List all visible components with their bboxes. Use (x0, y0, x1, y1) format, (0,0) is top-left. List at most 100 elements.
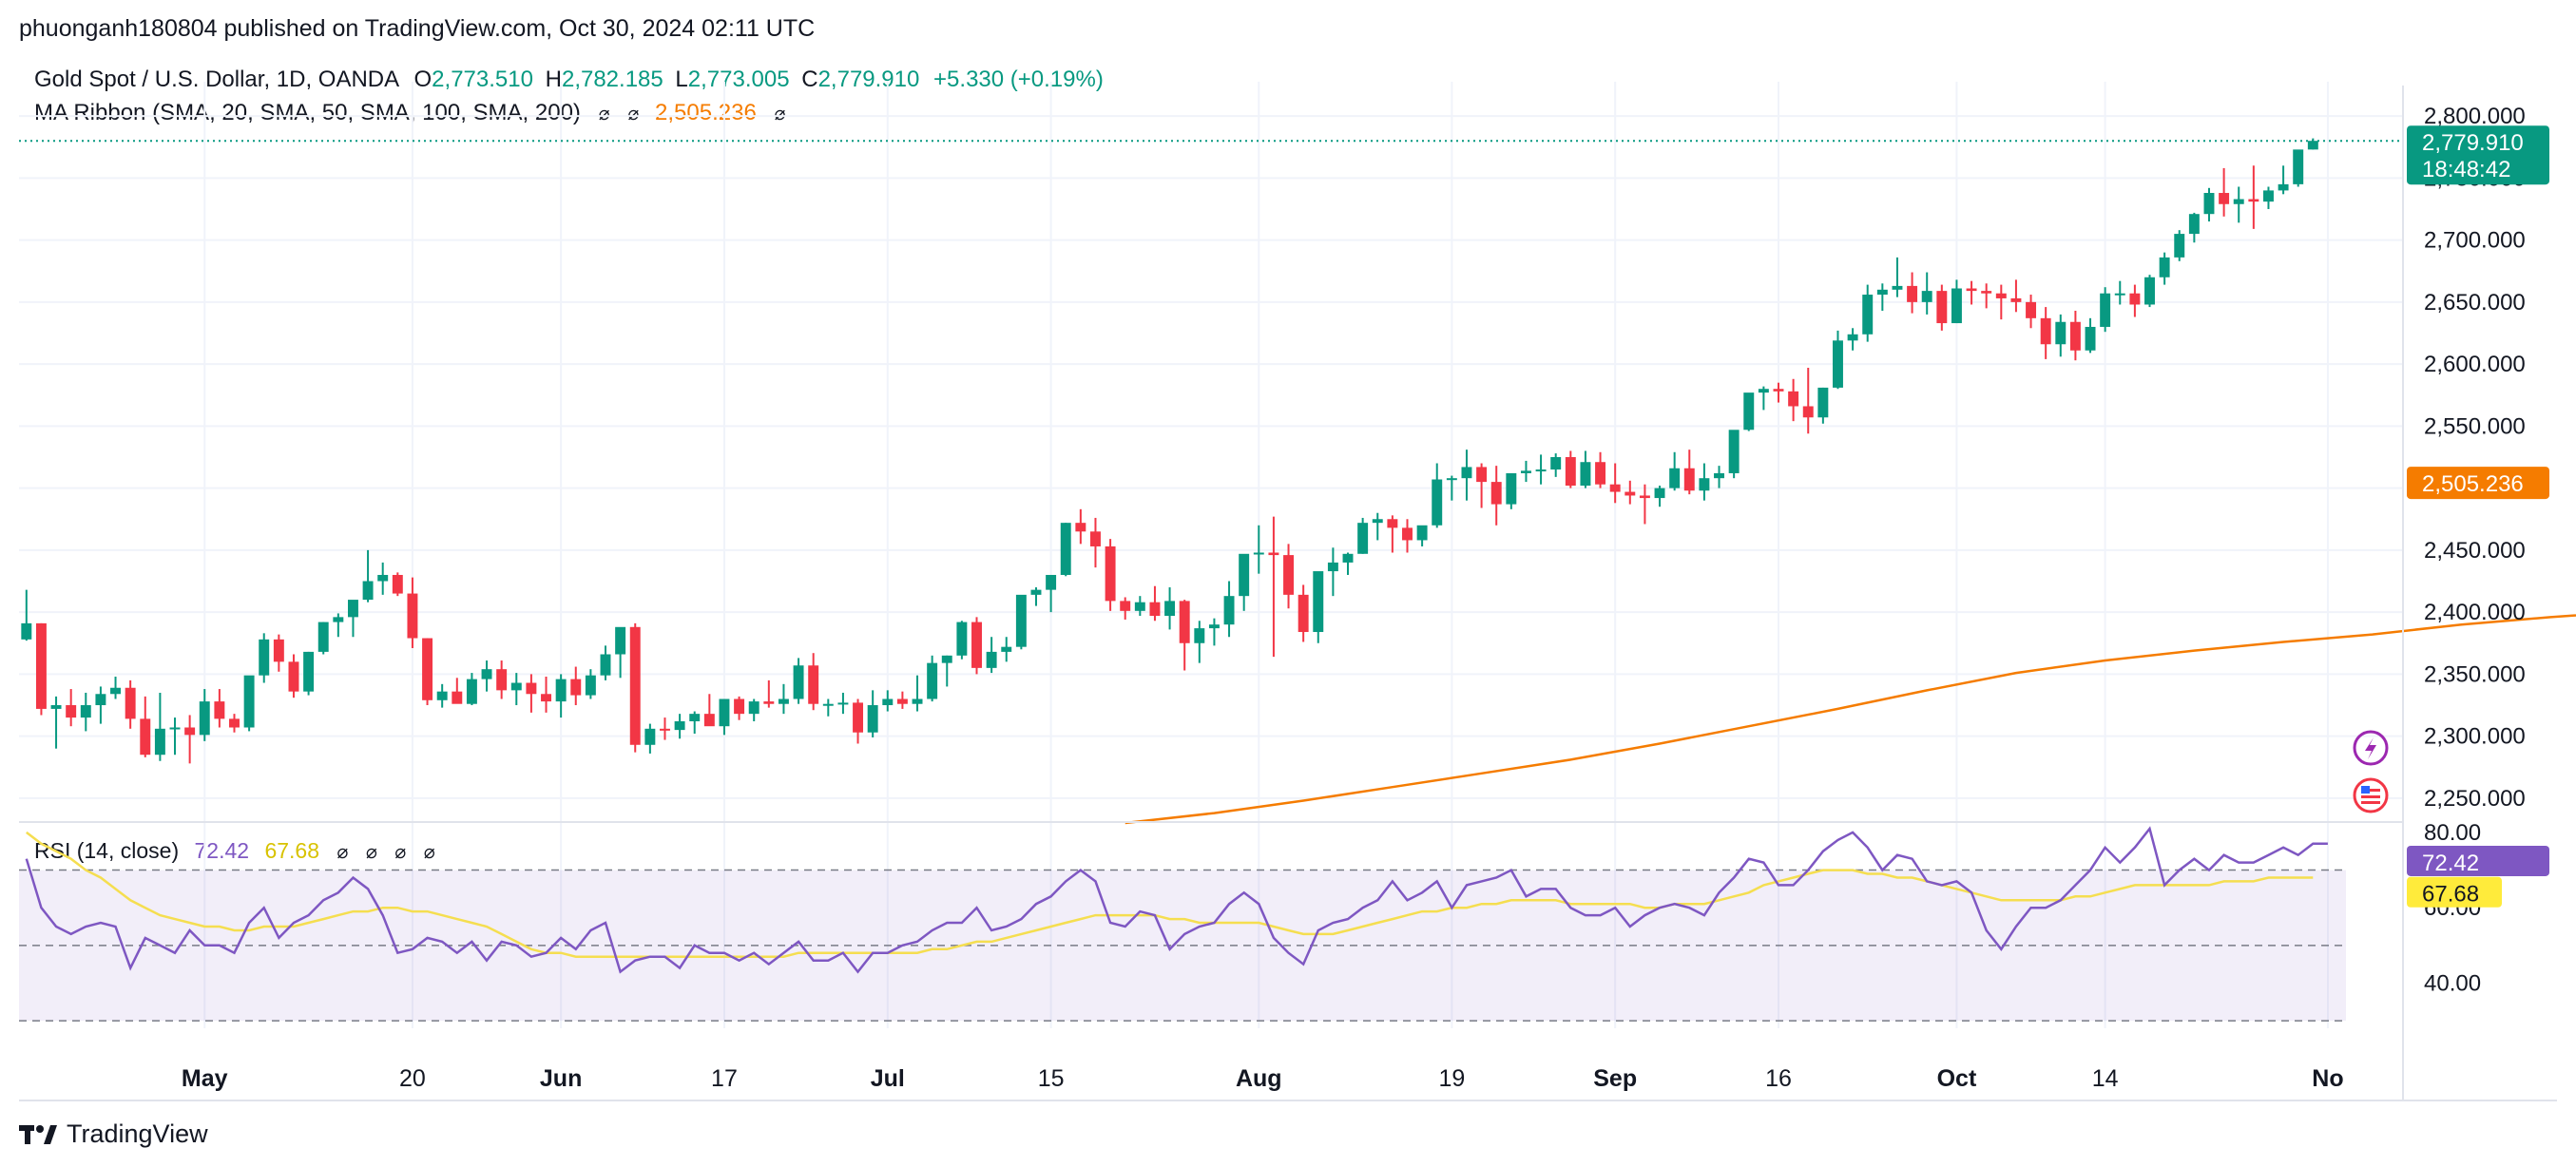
candle[interactable] (452, 678, 463, 704)
candle[interactable] (941, 655, 952, 687)
candle[interactable] (674, 714, 685, 739)
candle[interactable] (184, 715, 196, 764)
candle[interactable] (703, 694, 715, 727)
candle[interactable] (719, 698, 730, 736)
candle[interactable] (2129, 284, 2141, 317)
candle[interactable] (1432, 463, 1443, 528)
candle[interactable] (956, 621, 968, 660)
candle[interactable] (1208, 618, 1220, 646)
candle[interactable] (1995, 284, 2007, 320)
candle[interactable] (333, 613, 344, 638)
candle[interactable] (481, 660, 492, 692)
candle[interactable] (2114, 280, 2125, 305)
candle[interactable] (1134, 596, 1145, 617)
candle[interactable] (837, 692, 849, 715)
candle[interactable] (1283, 544, 1294, 609)
candle[interactable] (288, 654, 299, 698)
candle[interactable] (169, 717, 181, 756)
candle[interactable] (1105, 539, 1116, 611)
candle[interactable] (1580, 450, 1591, 488)
candle[interactable] (689, 711, 701, 735)
candle[interactable] (1609, 463, 1621, 504)
candle[interactable] (1951, 279, 1962, 324)
candle[interactable] (660, 717, 670, 740)
candle[interactable] (748, 698, 759, 721)
candle[interactable] (21, 589, 32, 641)
candle[interactable] (1654, 486, 1665, 507)
candle[interactable] (1313, 571, 1324, 643)
candle[interactable] (570, 666, 582, 706)
candle[interactable] (1179, 600, 1190, 671)
candle[interactable] (66, 689, 77, 727)
candle[interactable] (1075, 508, 1086, 545)
candle[interactable] (1921, 272, 1932, 315)
candle[interactable] (1699, 463, 1710, 501)
candle[interactable] (882, 690, 894, 712)
candle[interactable] (362, 549, 374, 603)
candle[interactable] (214, 689, 225, 728)
candle[interactable] (778, 683, 789, 715)
candle[interactable] (555, 674, 567, 718)
candle[interactable] (407, 577, 418, 648)
candle[interactable] (2233, 186, 2244, 223)
candle[interactable] (867, 690, 878, 737)
candle[interactable] (95, 686, 106, 724)
candle[interactable] (273, 634, 284, 672)
candle[interactable] (2055, 314, 2067, 357)
candle[interactable] (154, 692, 165, 761)
candle[interactable] (541, 677, 551, 713)
candle[interactable] (1342, 552, 1354, 575)
candle[interactable] (1446, 475, 1457, 501)
candle[interactable] (971, 617, 982, 675)
candle[interactable] (585, 669, 596, 699)
candle[interactable] (1550, 453, 1562, 477)
candle[interactable] (2159, 252, 2170, 285)
candle[interactable] (644, 723, 656, 754)
candle[interactable] (526, 674, 537, 713)
candle[interactable] (1223, 581, 1235, 638)
lightning-icon[interactable] (2353, 730, 2389, 766)
candle[interactable] (1387, 515, 1398, 553)
candle[interactable] (1683, 450, 1695, 495)
candle[interactable] (1714, 466, 1724, 488)
candle[interactable] (2100, 287, 2111, 333)
candle[interactable] (1268, 516, 1279, 658)
candle[interactable] (1862, 284, 1874, 342)
candle[interactable] (2174, 230, 2185, 261)
candle[interactable] (1253, 525, 1264, 574)
candle[interactable] (1535, 454, 1547, 485)
candle[interactable] (2144, 275, 2155, 308)
candle[interactable] (110, 677, 121, 699)
candle[interactable] (763, 679, 775, 708)
candle[interactable] (927, 655, 938, 702)
candle[interactable] (1981, 283, 1992, 309)
candle[interactable] (243, 675, 255, 732)
candle[interactable] (2278, 165, 2289, 195)
candle[interactable] (986, 637, 997, 674)
candle[interactable] (1015, 594, 1027, 650)
candle[interactable] (1506, 472, 1517, 509)
candle[interactable] (347, 600, 358, 638)
candle[interactable] (1936, 284, 1948, 331)
candle[interactable] (793, 658, 804, 704)
candle[interactable] (1847, 328, 1858, 351)
candle[interactable] (1164, 587, 1176, 630)
candle[interactable] (377, 562, 389, 595)
candle[interactable] (229, 714, 240, 733)
candle[interactable] (896, 691, 908, 709)
candle[interactable] (1060, 523, 1071, 577)
candle[interactable] (1892, 257, 1903, 297)
candle[interactable] (1416, 525, 1428, 546)
candle[interactable] (1966, 280, 1977, 305)
rsi-title[interactable]: RSI (14, close) (34, 838, 180, 863)
candle[interactable] (629, 622, 641, 753)
candle[interactable] (1639, 484, 1650, 525)
us-economic-event-icon[interactable] (2353, 777, 2389, 813)
candle[interactable] (1461, 450, 1472, 501)
candle[interactable] (1565, 450, 1576, 488)
candle[interactable] (2040, 307, 2051, 359)
candle[interactable] (1194, 621, 1205, 663)
candle[interactable] (1357, 517, 1369, 554)
candle[interactable] (912, 675, 923, 712)
candle[interactable] (436, 683, 448, 708)
